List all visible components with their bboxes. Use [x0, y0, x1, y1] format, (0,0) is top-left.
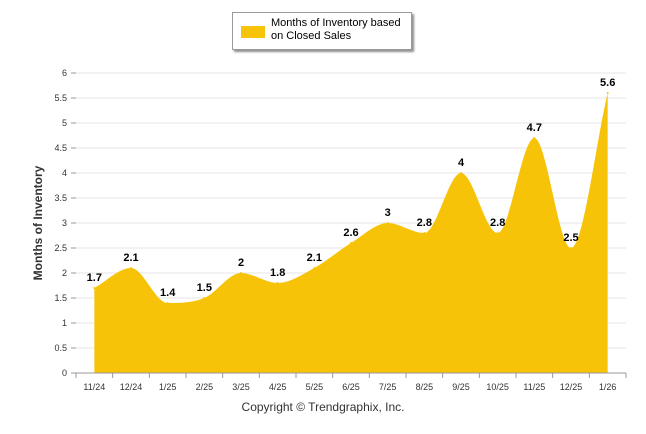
- data-label: 1.4: [160, 287, 176, 299]
- data-label: 2.6: [343, 227, 358, 239]
- y-tick-label: 6: [62, 68, 67, 78]
- data-label: 2: [238, 257, 244, 269]
- data-label: 1.7: [87, 272, 102, 284]
- data-point: [203, 297, 206, 299]
- data-point: [166, 302, 169, 304]
- legend: Months of Inventory based on Closed Sale…: [232, 12, 412, 50]
- data-labels: 1.7 2.1 1.4 1.5 2 1.8 2.1 2.6 3 2.8 4 2.8 4.7 2.5 5.6: [87, 77, 616, 299]
- data-point: [350, 242, 352, 244]
- data-point: [460, 172, 462, 174]
- data-point: [570, 247, 572, 249]
- data-point: [606, 92, 609, 94]
- data-point: [313, 267, 316, 269]
- area-series: [93, 92, 609, 373]
- y-tick-label: 3.5: [54, 193, 67, 203]
- y-tick-label: 0: [62, 368, 67, 378]
- y-tick-label: 4.5: [54, 143, 67, 153]
- data-label: 4: [458, 157, 465, 169]
- x-tick-label: 5/25: [306, 382, 324, 392]
- y-tick-label: 2.5: [54, 243, 67, 253]
- data-label: 2.8: [490, 217, 505, 229]
- data-label: 5.6: [600, 77, 615, 89]
- x-tick-label: 1/26: [599, 382, 617, 392]
- x-tick-label: 2/25: [196, 382, 214, 392]
- legend-label: Months of Inventory based on Closed Sale…: [271, 17, 401, 42]
- axes: 0 0.5 1 1.5 2 2.5 3 3.5 4 4.5 5 5.5 6 11/24 12/24 1/25 2…: [54, 68, 627, 392]
- data-point: [386, 222, 389, 224]
- area-fill: [94, 93, 608, 373]
- x-tick-label: 8/25: [416, 382, 434, 392]
- x-tick-label: 4/25: [269, 382, 287, 392]
- x-tick-label: 12/25: [560, 382, 583, 392]
- x-tick-label: 11/24: [83, 382, 105, 392]
- y-tick-label: 5: [62, 118, 67, 128]
- y-tick-label: 4: [62, 168, 67, 178]
- data-point: [533, 137, 536, 139]
- x-tick-label: 12/24: [120, 382, 143, 392]
- y-tick-label: 2: [62, 268, 67, 278]
- data-label: 1.5: [197, 282, 212, 294]
- x-tick-label: 7/25: [379, 382, 397, 392]
- y-axis-title: Months of Inventory: [31, 165, 45, 280]
- x-tick-label: 10/25: [486, 382, 509, 392]
- y-tick-label: 3: [62, 218, 67, 228]
- legend-swatch: [241, 26, 265, 38]
- x-tick-label: 9/25: [452, 382, 470, 392]
- data-label: 2.5: [563, 232, 578, 244]
- copyright: Copyright © Trendgraphix, Inc.: [241, 400, 405, 414]
- data-label: 4.7: [527, 122, 542, 134]
- y-tick-label: 5.5: [54, 93, 67, 103]
- x-tick-label: 6/25: [342, 382, 360, 392]
- data-label: 3: [385, 207, 391, 219]
- x-tick-label: 3/25: [232, 382, 250, 392]
- data-label: 2.1: [307, 252, 322, 264]
- y-tick-label: 1: [62, 318, 67, 328]
- x-tick-label: 1/25: [159, 382, 177, 392]
- data-point: [240, 272, 242, 274]
- data-point: [93, 287, 96, 289]
- data-point: [276, 282, 279, 284]
- y-tick-label: 1.5: [54, 293, 67, 303]
- data-label: 2.8: [417, 217, 432, 229]
- data-label: 1.8: [270, 267, 285, 279]
- data-label: 2.1: [123, 252, 138, 264]
- data-point: [496, 232, 499, 234]
- x-tick-label: 11/25: [523, 382, 545, 392]
- y-tick-label: 0.5: [54, 343, 67, 353]
- data-point: [130, 267, 132, 269]
- data-point: [423, 232, 426, 234]
